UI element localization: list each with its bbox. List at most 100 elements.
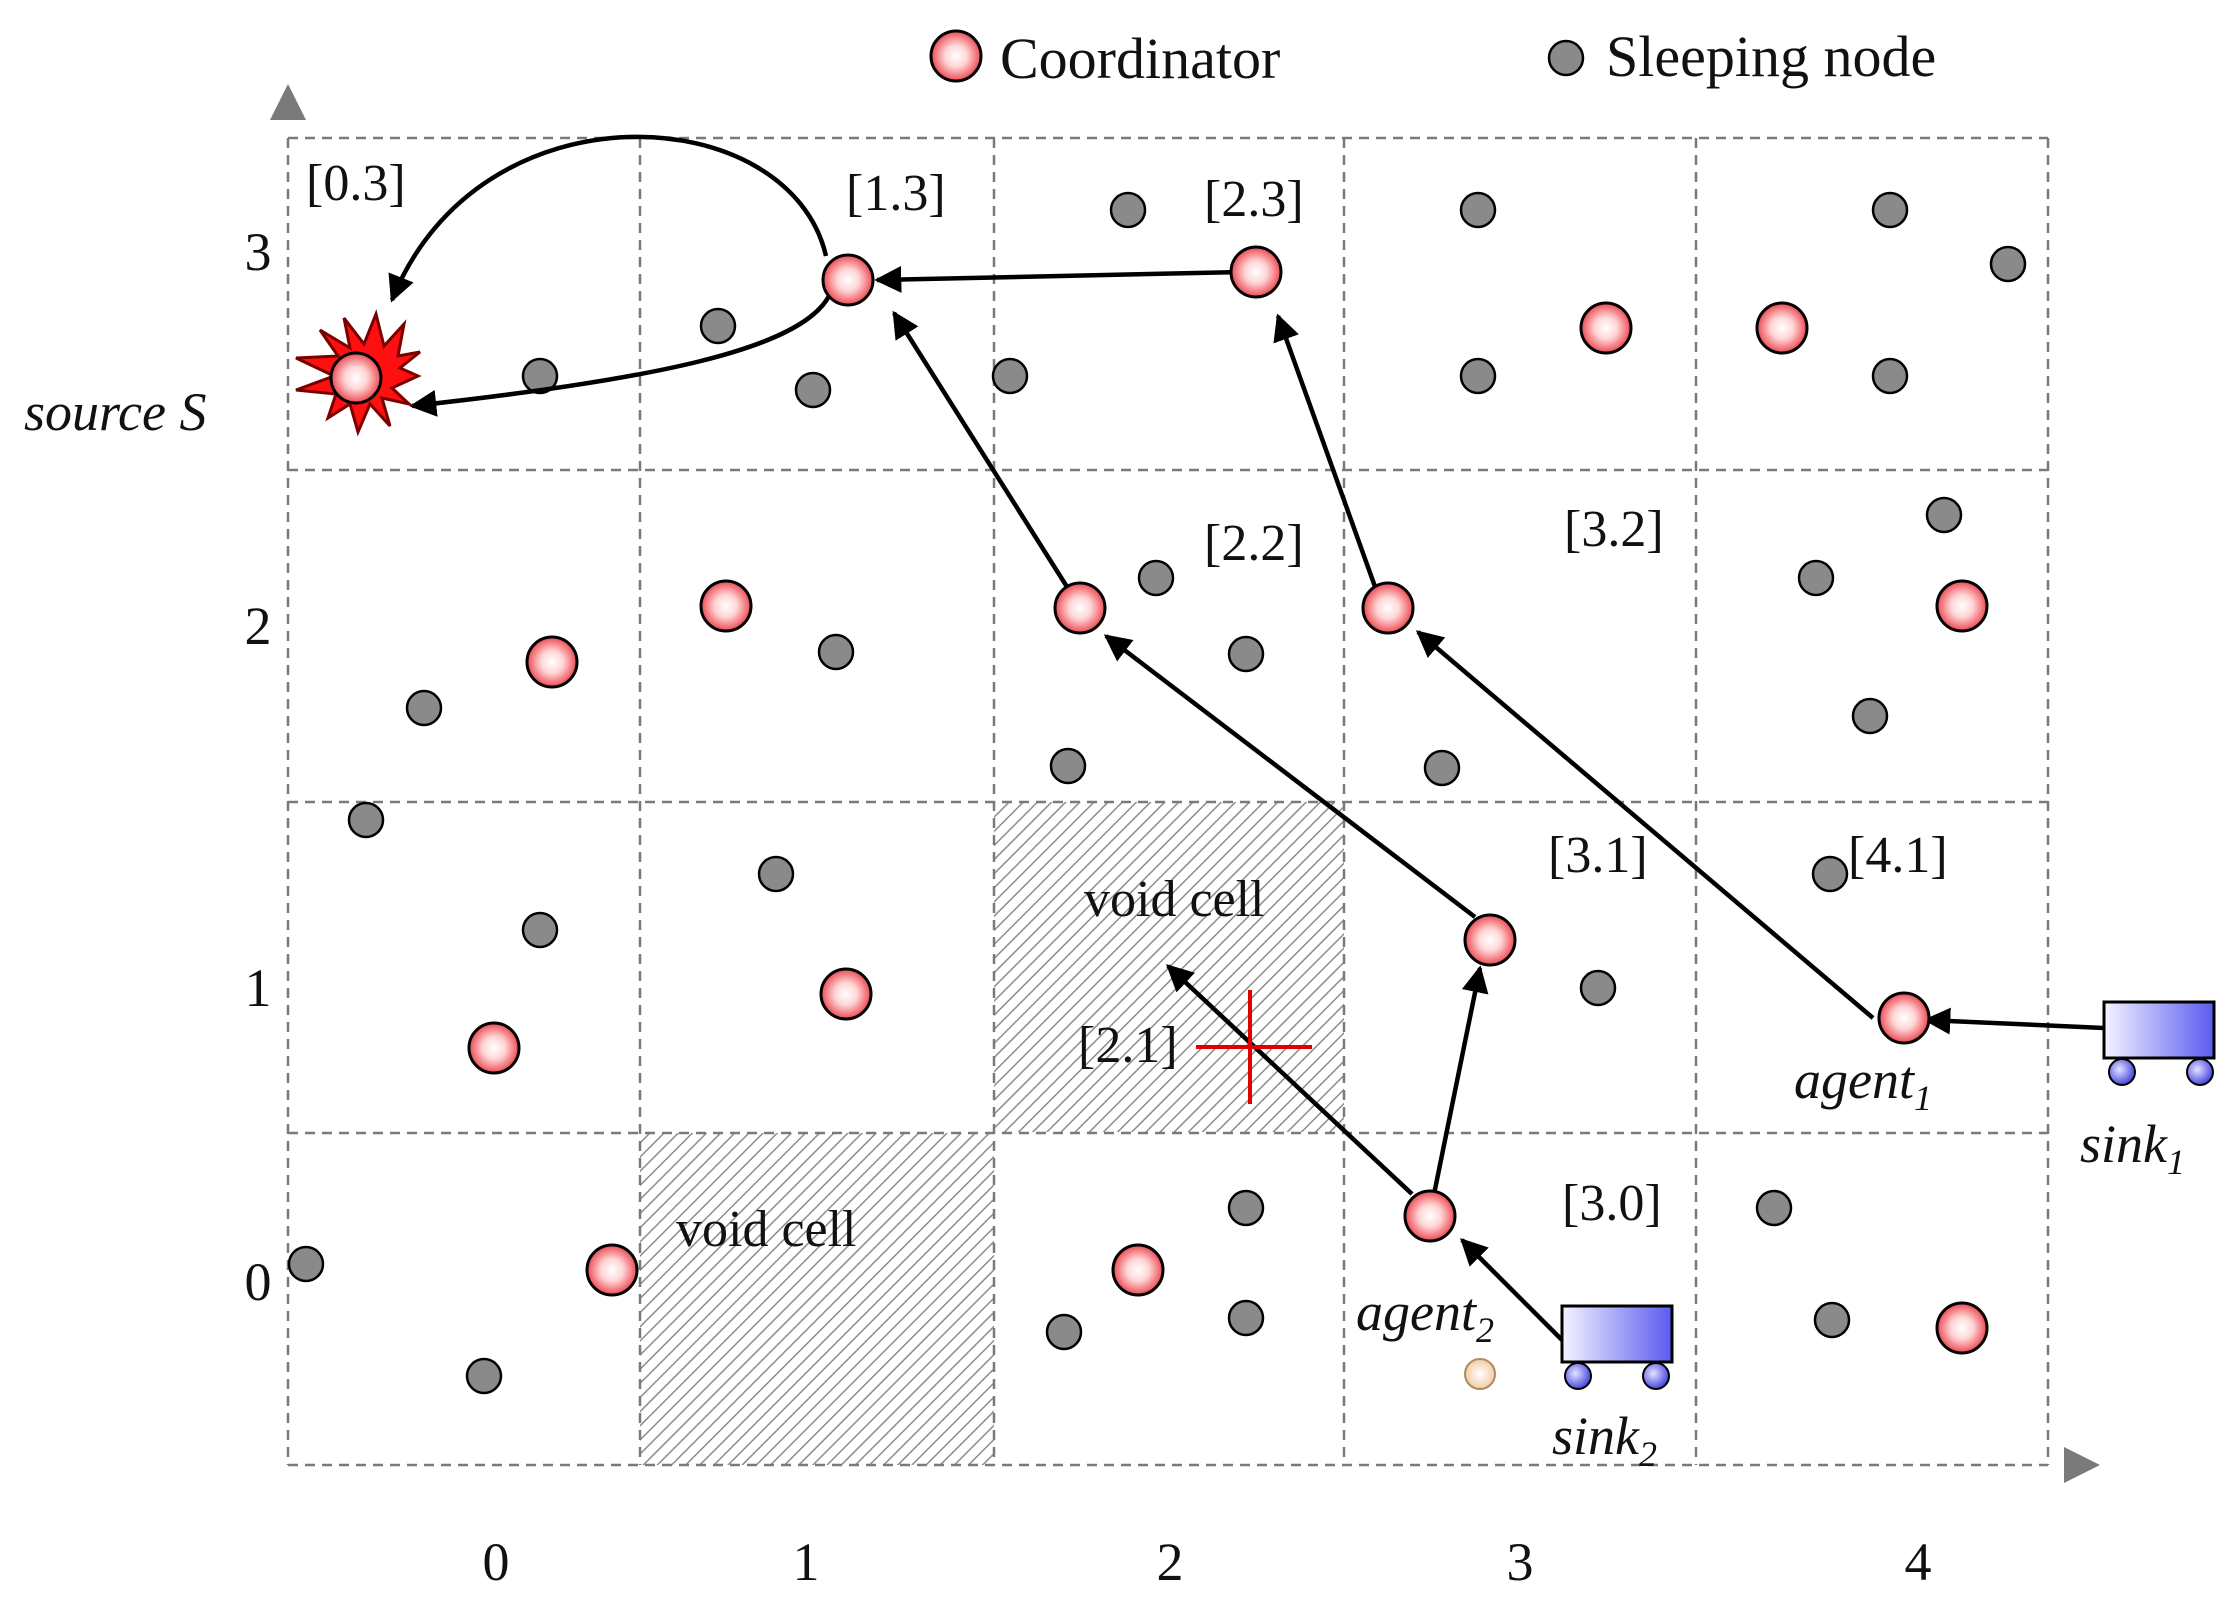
x-tick-0: 0: [483, 1532, 510, 1592]
blocked-cross-icon: [1196, 990, 1312, 1104]
sink-2-wheel-icon: [1642, 1362, 1670, 1390]
sink-1-wheel-icon: [2108, 1058, 2136, 1086]
sink-2-wheel-icon: [1564, 1362, 1592, 1390]
path-arrow: [1273, 313, 1386, 610]
y-tick-2: 2: [245, 596, 272, 656]
coordinator-node: [1463, 913, 1517, 967]
sleeping-node: [1851, 697, 1889, 735]
sleeping-node: [521, 357, 559, 395]
y-tick-1: 1: [245, 958, 272, 1018]
sleeping-node: [1109, 191, 1147, 229]
sleeping-node: [699, 307, 737, 345]
cell-label-3-2: [3.2]: [1564, 501, 1664, 558]
coordinator-node: [467, 1021, 521, 1075]
sleeping-node: [1989, 245, 2027, 283]
coordinators: [467, 245, 1989, 1355]
path-arrow: [1427, 965, 1489, 1215]
coordinator-node: [821, 253, 875, 307]
coordinator-node: [819, 967, 873, 1021]
path-arrow: [1460, 1238, 1566, 1344]
coordinator-node: [1755, 301, 1809, 355]
agent-1-label: agent1: [1794, 1050, 1932, 1118]
source-label: source S: [24, 382, 206, 442]
sleeping-node: [1871, 191, 1909, 229]
path-arrow: [892, 310, 1083, 611]
sleeping-node: [465, 1357, 503, 1395]
y-tick-3: 3: [245, 222, 272, 282]
sleeping-node: [1227, 1299, 1265, 1337]
sink-1-label: sink1: [2080, 1114, 2185, 1182]
sleeping-node: [1813, 1301, 1851, 1339]
sleeping-node: [1045, 1313, 1083, 1351]
sleeping-node: [757, 855, 795, 893]
cell-label-2-1: [2.1]: [1078, 1017, 1178, 1074]
cell-label-4-1: [4.1]: [1848, 827, 1948, 884]
coordinator-node: [1111, 1243, 1165, 1297]
path-arrow: [409, 294, 831, 417]
legend-coordinator-label: Coordinator: [1000, 26, 1280, 91]
cell-label-2-3: [2.3]: [1204, 171, 1304, 228]
cell-label-2-2: [2.2]: [1204, 515, 1304, 572]
coordinator-node: [699, 579, 753, 633]
path-arrow: [1415, 630, 1875, 1020]
sleeping-node: [1811, 855, 1849, 893]
sleeping-node: [1423, 749, 1461, 787]
x-tick-3: 3: [1507, 1532, 1534, 1592]
sleeping-node: [1459, 191, 1497, 229]
path-arrow: [1923, 1007, 2105, 1035]
sleeping-node: [1755, 1189, 1793, 1227]
path-arrow: [388, 134, 829, 303]
coordinator-node: [525, 635, 579, 689]
sleeping-node: [1871, 357, 1909, 395]
sink-1-body: [2102, 1000, 2216, 1060]
cell-label-3-0: [3.0]: [1562, 1175, 1662, 1232]
sleeping-nodes: [287, 191, 2027, 1395]
coordinator-node: [1229, 245, 1283, 299]
sleeping-node: [405, 689, 443, 727]
sleeping-node: [1797, 559, 1835, 597]
path-arrow: [1166, 964, 1414, 1196]
sleeping-node: [1459, 357, 1497, 395]
coordinator-node: [585, 1243, 639, 1297]
path-arrow: [1103, 634, 1477, 919]
coordinator-node: [1877, 991, 1931, 1045]
sleeping-node: [1227, 1189, 1265, 1227]
void-cell-label-top: void cell: [1084, 871, 1265, 928]
sleeping-node: [287, 1245, 325, 1283]
sink-2: [1560, 1304, 1674, 1390]
sleeping-node: [794, 371, 832, 409]
x-tick-1: 1: [793, 1532, 820, 1592]
path-arrow: [874, 265, 1244, 293]
legend: Coordinator Sleeping node: [929, 24, 1936, 91]
y-axis-arrow-icon: [270, 84, 306, 120]
cell-label-3-1: [3.1]: [1548, 827, 1648, 884]
sleeping-node: [817, 633, 855, 671]
sleeping-node: [1137, 559, 1175, 597]
coordinator-node: [1935, 579, 1989, 633]
sleeping-node: [521, 911, 559, 949]
cell-label-1-3: [1.3]: [846, 165, 946, 222]
y-axis-ticks: 3 2 1 0: [245, 222, 272, 1312]
coordinator-node: [1361, 581, 1415, 635]
grid: [286, 136, 2050, 1467]
agent-2-label: agent2: [1356, 1282, 1494, 1350]
y-tick-0: 0: [245, 1252, 272, 1312]
coordinator-node: [1579, 301, 1633, 355]
coordinator-node: [1053, 581, 1107, 635]
legend-sleeping-label: Sleeping node: [1606, 24, 1936, 89]
sleeping-node: [1579, 969, 1617, 1007]
routing-paths: [388, 134, 2105, 1344]
x-axis-ticks: 0 1 2 3 4: [483, 1532, 1932, 1592]
legend-sleeping-icon: [1547, 39, 1585, 77]
x-axis-arrow-icon: [2064, 1447, 2100, 1483]
small-node: [1464, 1358, 1496, 1390]
sleeping-node: [1227, 635, 1265, 673]
coordinator-node: [1935, 1301, 1989, 1355]
sleeping-node: [1049, 747, 1087, 785]
sleeping-node: [1925, 496, 1963, 534]
x-tick-4: 4: [1905, 1532, 1932, 1592]
cell-label-0-3: [0.3]: [306, 155, 406, 212]
x-tick-2: 2: [1157, 1532, 1184, 1592]
coordinator-node: [1403, 1189, 1457, 1243]
